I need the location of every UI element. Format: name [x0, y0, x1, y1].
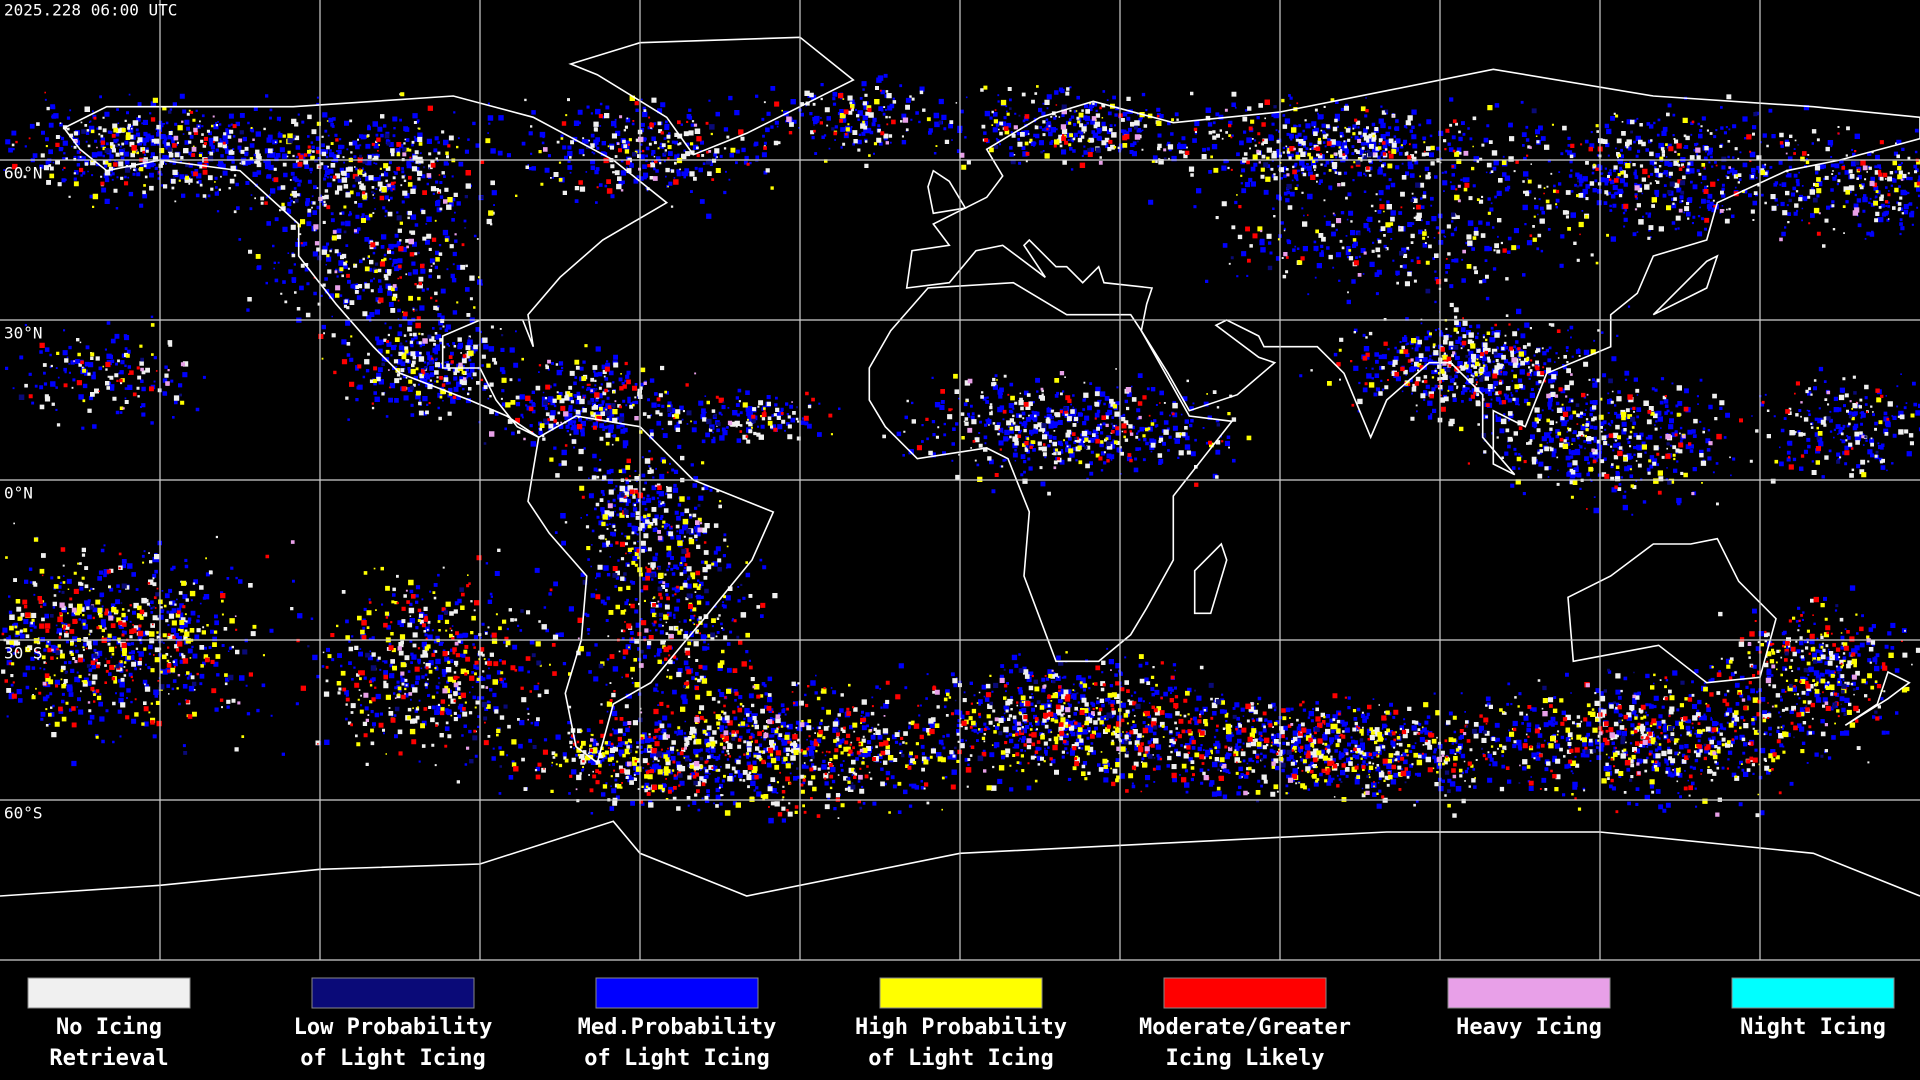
- legend-swatch: [595, 977, 759, 1009]
- icing-speckle: [1, 86, 1920, 819]
- lat-label: 30°N: [4, 324, 43, 343]
- coastline: [1193, 542, 1228, 615]
- icing-field: [1, 73, 1920, 824]
- legend-swatch: [311, 977, 475, 1009]
- coastline: [905, 68, 1920, 476]
- legend: No Icing Retrieval Low Probability of Light…: [27, 977, 1895, 1071]
- legend-swatch: [1163, 977, 1327, 1009]
- lat-label: 60°S: [4, 804, 43, 823]
- legend-swatch: [879, 977, 1043, 1009]
- coastline: [527, 415, 775, 765]
- lat-label: 0°N: [4, 484, 33, 503]
- icing-speckle: [5, 85, 1920, 816]
- coastline: [1844, 670, 1911, 726]
- legend-label: Low Probability: [294, 1015, 493, 1040]
- legend-label: Retrieval: [49, 1046, 168, 1071]
- coastline: [62, 95, 669, 439]
- legend-label: Night Icing: [1740, 1015, 1886, 1040]
- legend-label: High Probability: [855, 1015, 1067, 1040]
- coastline: [568, 36, 855, 156]
- timestamp: 2025.228 06:00 UTC: [4, 1, 177, 20]
- legend-label: of Light Icing: [868, 1046, 1053, 1071]
- coastline: [868, 281, 1234, 663]
- legend-label: Med.Probability: [578, 1015, 777, 1040]
- coastline: [1567, 537, 1777, 684]
- legend-swatch: [1731, 977, 1895, 1009]
- lat-labels: 60°N 30°N 0°N 30°S 60°S: [4, 164, 43, 823]
- legend-swatch: [27, 977, 191, 1009]
- graticule: [0, 0, 1920, 961]
- legend-label: of Light Icing: [584, 1046, 769, 1071]
- legend-label: Moderate/Greater: [1139, 1015, 1351, 1040]
- lat-label: 60°N: [4, 164, 43, 183]
- coastline: [1652, 254, 1719, 316]
- legend-label: No Icing: [56, 1015, 162, 1040]
- lat-label: 30°S: [4, 644, 43, 663]
- legend-label: Heavy Icing: [1456, 1015, 1602, 1040]
- legend-label: of Light Icing: [300, 1046, 485, 1071]
- legend-label: Icing Likely: [1166, 1046, 1325, 1071]
- legend-swatch: [1447, 977, 1611, 1009]
